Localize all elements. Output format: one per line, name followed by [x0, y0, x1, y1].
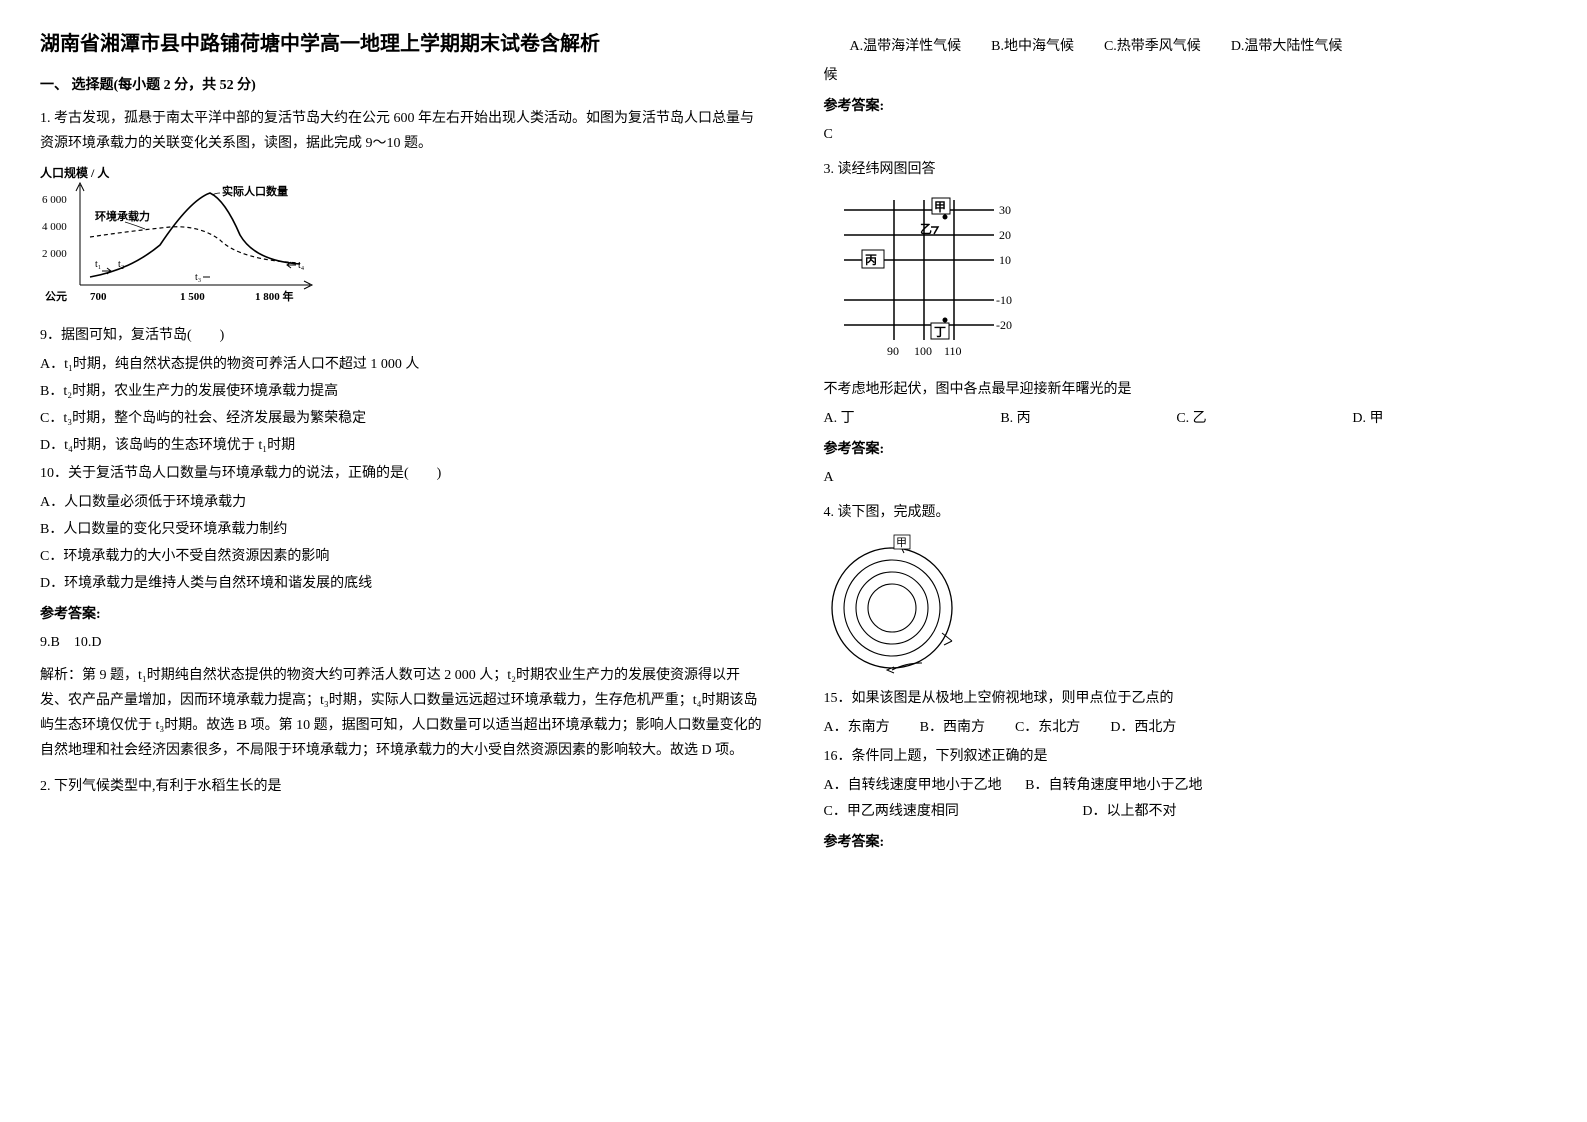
left-column: 湖南省湘潭市县中路铺荷塘中学高一地理上学期期末试卷含解析 一、 选择题(每小题 …: [40, 30, 764, 865]
lat-10: 10: [999, 253, 1011, 267]
q15-stem: 15．如果该图是从极地上空俯视地球，则甲点位于乙点的: [824, 686, 1548, 711]
point-jia: 甲: [934, 200, 946, 214]
xlabel-700: 700: [90, 291, 107, 303]
q9-opt-d: D．t₄时期，该岛屿的生态环境优于 t₁时期: [40, 433, 764, 458]
q4-answer-label: 参考答案:: [824, 830, 1548, 855]
q10-opt-b: B．人口数量的变化只受环境承载力制约: [40, 517, 764, 542]
ytick-4000: 4 000: [42, 221, 67, 233]
t2-marker: t₂: [118, 259, 124, 270]
right-column: A.温带海洋性气候 B.地中海气候 C.热带季风气候 D.温带大陆性气候 候 参…: [824, 30, 1548, 865]
q10-opt-c: C．环境承载力的大小不受自然资源因素的影响: [40, 544, 764, 569]
q3-sub-stem: 不考虑地形起伏，图中各点最早迎接新年曙光的是: [824, 377, 1548, 402]
question-4: 4. 读下图，完成题。 甲: [824, 500, 1548, 855]
lat-n10: -10: [996, 293, 1012, 307]
point-bing: 丙: [865, 253, 877, 267]
q1-answer: 9.B 10.D: [40, 630, 764, 655]
q1-chart: 人口规模 / 人 6 000 4 000 2 000: [40, 165, 764, 315]
q4-stem: 4. 读下图，完成题。: [824, 500, 1548, 525]
lon-100: 100: [914, 344, 932, 358]
q2-answer-label: 参考答案:: [824, 94, 1548, 119]
point-ding: 丁: [934, 325, 946, 339]
q15-opt-c: C．东北方: [1015, 715, 1080, 740]
xlabel-1500: 1 500: [180, 291, 205, 303]
polar-jia: 甲: [896, 537, 907, 549]
q3-opt-a: A. 丁: [824, 406, 855, 431]
q1-explanation: 解析：第 9 题，t₁时期纯自然状态提供的物资大约可养活人数可达 2 000 人…: [40, 663, 764, 764]
question-2-stem-block: 2. 下列气候类型中,有利于水稻生长的是: [40, 774, 764, 799]
question-1: 1. 考古发现，孤悬于南太平洋中部的复活节岛大约在公元 600 年左右开始出现人…: [40, 106, 764, 763]
q2-opt-a: A.温带海洋性气候: [850, 34, 962, 59]
lon-110: 110: [944, 344, 962, 358]
q1-answer-label: 参考答案:: [40, 602, 764, 627]
q16-opt-c: C．甲乙两线速度相同: [824, 804, 959, 819]
xlabel-1800: 1 800 年: [255, 289, 294, 303]
t4-marker: t₄: [298, 260, 305, 271]
q3-answer: A: [824, 465, 1548, 490]
q1-intro: 1. 考古发现，孤悬于南太平洋中部的复活节岛大约在公元 600 年左右开始出现人…: [40, 106, 764, 156]
lat-30: 30: [999, 203, 1011, 217]
t1-marker: t₁: [95, 259, 101, 270]
q15-opt-a: A．东南方: [824, 715, 890, 740]
q3-grid: 30 20 10 -10 -20 90 100 110 甲 乙: [824, 190, 1548, 365]
ytick-2000: 2 000: [42, 248, 67, 260]
q9-stem: 9．据图可知，复活节岛( ): [40, 323, 764, 348]
q3-stem: 3. 读经纬网图回答: [824, 157, 1548, 182]
q3-opt-c: C. 乙: [1176, 406, 1206, 431]
q15-opt-d: D．西北方: [1110, 715, 1176, 740]
q9-opt-a: A．t₁时期，纯自然状态提供的物资可养活人口不超过 1 000 人: [40, 352, 764, 377]
q16-opt-a: A．自转线速度甲地小于乙地: [824, 778, 1002, 793]
q10-opt-d: D．环境承载力是维持人类与自然环境和谐发展的底线: [40, 571, 764, 596]
page-title: 湖南省湘潭市县中路铺荷塘中学高一地理上学期期末试卷含解析: [40, 30, 764, 58]
point-yi: 乙: [920, 222, 932, 236]
chart-ylabel: 人口规模 / 人: [40, 165, 110, 180]
lat-20: 20: [999, 228, 1011, 242]
q2-answer: C: [824, 122, 1548, 147]
capacity-label: 环境承载力: [95, 209, 150, 223]
question-3: 3. 读经纬网图回答 30 20 10 -10: [824, 157, 1548, 490]
ytick-6000: 6 000: [42, 194, 67, 206]
lat-n20: -20: [996, 318, 1012, 332]
q2-opt-b: B.地中海气候: [991, 34, 1074, 59]
t3-marker: t₃: [195, 272, 201, 283]
q10-opt-a: A．人口数量必须低于环境承载力: [40, 490, 764, 515]
q2-opt-c: C.热带季风气候: [1104, 34, 1201, 59]
q15-opt-b: B．西南方: [920, 715, 985, 740]
q3-opt-b: B. 丙: [1000, 406, 1030, 431]
q9-opt-b: B．t₂时期，农业生产力的发展使环境承载力提高: [40, 379, 764, 404]
q2-stem: 2. 下列气候类型中,有利于水稻生长的是: [40, 774, 764, 799]
lon-90: 90: [887, 344, 899, 358]
q16-stem: 16．条件同上题，下列叙述正确的是: [824, 744, 1548, 769]
section-heading: 一、 选择题(每小题 2 分，共 52 分): [40, 73, 764, 98]
q10-stem: 10．关于复活节岛人口数量与环境承载力的说法，正确的是( ): [40, 461, 764, 486]
q16-opt-d: D．以上都不对: [1082, 804, 1176, 819]
q3-opt-d: D. 甲: [1352, 406, 1383, 431]
xlabel-gongyuan: 公元: [45, 290, 67, 303]
actual-label: 实际人口数量: [222, 184, 288, 198]
q2-opt-d: D.温带大陆性气候: [1231, 34, 1343, 59]
q2-opt-d-tail: 候: [824, 63, 1548, 88]
q3-answer-label: 参考答案:: [824, 437, 1548, 462]
q4-diagram: 甲: [824, 533, 1548, 678]
question-2-options: A.温带海洋性气候 B.地中海气候 C.热带季风气候 D.温带大陆性气候 候 参…: [824, 34, 1548, 147]
q16-opt-b: B．自转角速度甲地小于乙地: [1025, 778, 1202, 793]
q9-opt-c: C．t₃时期，整个岛屿的社会、经济发展最为繁荣稳定: [40, 406, 764, 431]
